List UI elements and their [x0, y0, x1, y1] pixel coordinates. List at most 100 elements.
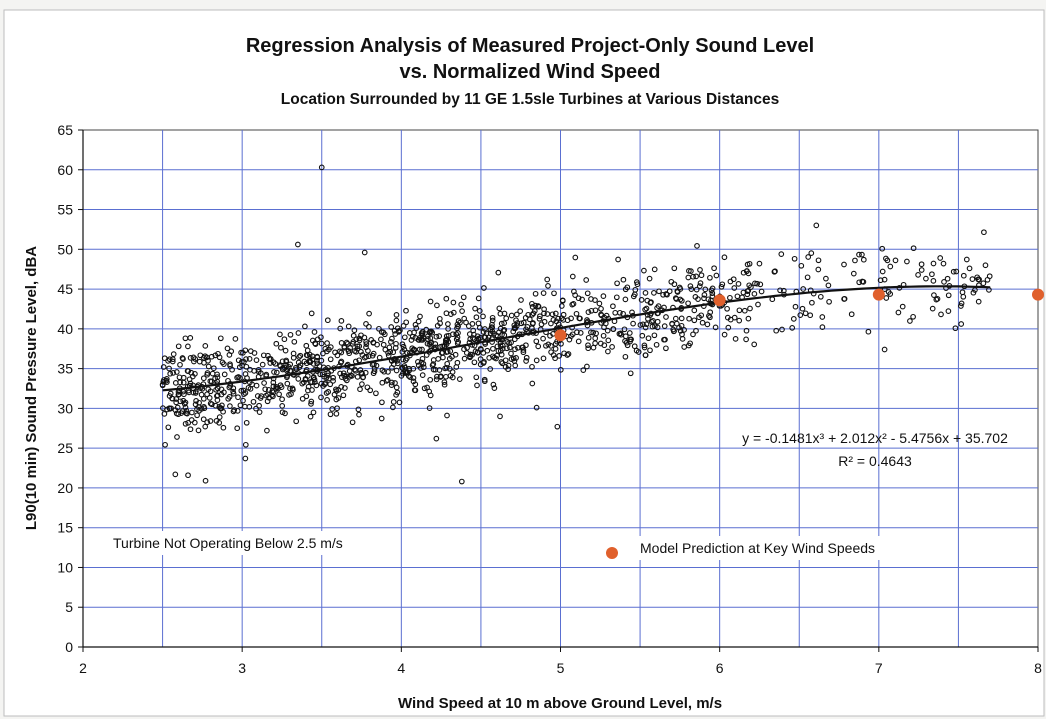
data-point: [318, 334, 324, 341]
data-point: [461, 315, 468, 322]
data-point: [944, 275, 951, 282]
data-point: [600, 332, 607, 339]
data-point: [622, 296, 629, 303]
data-point: [278, 344, 284, 351]
data-point: [651, 332, 658, 339]
data-point: [651, 266, 658, 273]
data-point: [401, 363, 408, 369]
data-point: [370, 350, 377, 357]
data-point: [287, 331, 294, 338]
measured-points: [159, 164, 993, 485]
data-point: [363, 321, 369, 327]
data-point: [200, 395, 207, 402]
data-point: [217, 335, 224, 342]
data-point: [210, 365, 217, 372]
data-point: [621, 326, 628, 333]
data-point: [321, 381, 328, 388]
data-point: [191, 419, 198, 426]
data-point: [311, 329, 318, 335]
data-point: [335, 387, 342, 393]
data-point: [444, 360, 451, 367]
data-point: [638, 297, 645, 303]
data-point: [614, 280, 620, 287]
data-point: [329, 406, 336, 412]
data-point: [624, 284, 631, 291]
data-point: [688, 286, 695, 292]
data-point: [361, 249, 368, 256]
data-point: [359, 381, 365, 387]
x-tick-label: 7: [875, 660, 883, 676]
data-point: [802, 310, 809, 317]
data-point: [529, 380, 536, 387]
prediction-point: [713, 294, 726, 307]
data-point: [646, 275, 653, 282]
data-point: [552, 310, 559, 317]
data-point: [421, 385, 428, 392]
data-point: [333, 410, 340, 417]
data-point: [823, 275, 829, 282]
data-point: [235, 357, 242, 364]
data-point: [695, 296, 701, 302]
data-point: [974, 274, 981, 281]
data-point: [208, 378, 215, 385]
data-point: [291, 338, 298, 345]
data-point: [318, 340, 325, 347]
data-point: [529, 363, 535, 370]
data-point: [388, 324, 395, 330]
data-point: [436, 333, 443, 339]
chart-subtitle: Location Surrounded by 11 GE 1.5sle Turb…: [281, 91, 779, 108]
data-point: [809, 299, 815, 306]
data-point: [240, 350, 246, 356]
data-point: [456, 376, 463, 382]
data-point: [354, 345, 361, 352]
data-point: [907, 318, 913, 324]
data-point: [192, 371, 198, 377]
data-point: [970, 289, 977, 296]
data-point: [630, 293, 637, 300]
data-point: [486, 355, 493, 361]
data-point: [557, 366, 564, 373]
data-point: [237, 375, 243, 381]
data-point: [390, 349, 397, 356]
data-point: [345, 348, 352, 354]
data-point: [503, 315, 510, 322]
data-point: [495, 269, 502, 276]
data-point: [183, 410, 189, 416]
data-point: [532, 290, 539, 297]
data-point: [497, 348, 504, 354]
data-point: [743, 336, 749, 343]
data-point: [469, 352, 475, 358]
data-point: [264, 427, 270, 434]
data-point: [501, 326, 508, 333]
data-point: [335, 395, 342, 401]
data-point: [491, 385, 498, 391]
data-point: [506, 340, 512, 346]
data-point: [416, 337, 422, 343]
data-point: [547, 332, 553, 339]
data-point: [704, 321, 711, 328]
data-point: [931, 292, 937, 298]
data-point: [624, 342, 631, 349]
data-point: [960, 272, 967, 279]
data-point: [160, 379, 167, 385]
data-point: [605, 348, 611, 355]
data-point: [396, 399, 403, 406]
data-point: [663, 314, 669, 320]
data-point: [789, 325, 796, 331]
data-point: [569, 273, 576, 280]
data-point: [426, 405, 433, 411]
data-point: [751, 341, 758, 348]
data-point: [523, 358, 529, 364]
data-point: [952, 325, 959, 332]
data-point: [185, 472, 191, 479]
data-point: [289, 385, 296, 392]
data-point: [645, 315, 651, 322]
data-point: [443, 373, 449, 380]
data-point: [234, 408, 241, 414]
data-point: [686, 315, 692, 322]
data-point: [410, 375, 417, 381]
prediction-points: [554, 288, 1044, 342]
data-point: [497, 339, 504, 346]
data-point: [505, 362, 512, 369]
data-point: [685, 342, 692, 349]
